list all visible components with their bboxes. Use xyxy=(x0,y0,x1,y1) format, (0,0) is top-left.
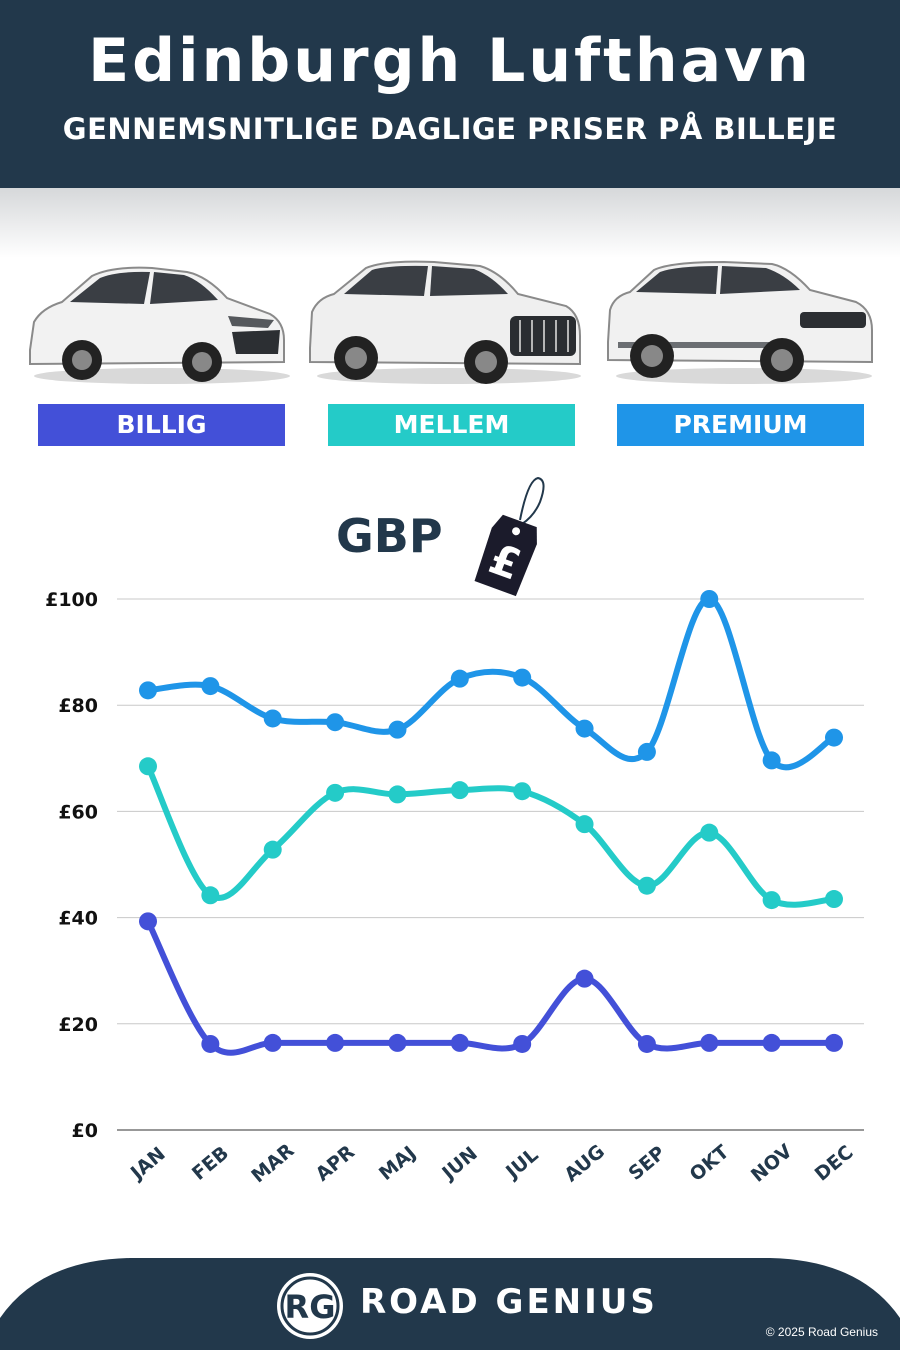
data-point-billig xyxy=(139,912,157,931)
data-point-billig xyxy=(762,1033,781,1052)
x-tick-label: MAR xyxy=(247,1139,298,1187)
x-axis-ticks: JAN FEB MAR APR MAJ JUN JUL AUG SEP OKT NOV DEC xyxy=(125,1139,857,1187)
x-tick-label: SEP xyxy=(624,1142,669,1185)
data-point-mellem xyxy=(637,876,656,895)
data-point-premium xyxy=(201,677,220,696)
y-tick-label: £80 xyxy=(58,695,98,717)
road-genius-logo-icon: RG xyxy=(277,1273,343,1339)
y-tick-label: £0 xyxy=(72,1120,98,1142)
y-tick-label: £40 xyxy=(58,908,98,930)
category-badge-premium: PREMIUM xyxy=(617,404,864,446)
data-point-mellem xyxy=(139,757,157,776)
series-line-billig xyxy=(145,918,837,1056)
data-point-premium xyxy=(263,709,282,728)
x-tick-label: NOV xyxy=(747,1140,797,1187)
data-point-mellem xyxy=(326,783,345,802)
data-point-billig xyxy=(637,1034,656,1053)
data-point-billig xyxy=(700,1033,719,1052)
x-tick-label: OKT xyxy=(686,1141,734,1186)
x-tick-label: DEC xyxy=(811,1141,858,1185)
data-point-mellem xyxy=(388,785,407,804)
category-badge-mellem: MELLEM xyxy=(328,404,575,446)
header-banner: Edinburgh Lufthavn GENNEMSNITLIGE DAGLIG… xyxy=(0,0,900,188)
brand-name: ROAD GENIUS xyxy=(360,1282,658,1322)
data-point-billig xyxy=(825,1033,843,1052)
x-tick-label: JAN xyxy=(125,1143,170,1185)
data-point-premium xyxy=(450,669,469,688)
x-tick-label: JUL xyxy=(500,1144,542,1184)
data-point-mellem xyxy=(825,890,843,909)
x-tick-label: APR xyxy=(312,1141,360,1186)
data-point-billig xyxy=(201,1034,220,1053)
price-line-chart: £0 £20 £40 £60 £80 £100 JAN FEB MAR APR MAJ JUN JUL… xyxy=(45,589,864,1187)
logo-initials: RG xyxy=(285,1288,336,1326)
data-point-mellem xyxy=(700,823,719,842)
data-point-premium xyxy=(637,742,656,761)
premium-suv-image xyxy=(607,260,873,384)
data-point-billig xyxy=(263,1033,282,1052)
data-point-premium xyxy=(139,681,157,700)
data-point-mellem xyxy=(762,891,781,910)
y-tick-label: £20 xyxy=(58,1014,98,1036)
data-point-premium xyxy=(762,751,781,770)
page-subtitle: GENNEMSNITLIGE DAGLIGE PRISER PÅ BILLEJE xyxy=(62,112,838,146)
header-shadow xyxy=(0,188,900,258)
data-point-billig xyxy=(575,969,594,988)
data-point-premium xyxy=(575,719,594,738)
footer-band xyxy=(0,1258,900,1350)
hatchback-car-image xyxy=(29,266,290,384)
category-badge-billig: BILLIG xyxy=(38,404,285,446)
data-point-mellem xyxy=(201,886,220,905)
data-point-premium xyxy=(326,713,345,732)
page-title: Edinburgh Lufthavn xyxy=(88,26,812,96)
data-point-billig xyxy=(326,1033,345,1052)
price-tag-icon: £ xyxy=(474,476,545,597)
data-point-mellem xyxy=(263,840,282,859)
data-point-billig xyxy=(450,1033,469,1052)
x-tick-label: AUG xyxy=(560,1140,609,1186)
y-tick-label: £100 xyxy=(45,589,98,611)
data-point-premium xyxy=(825,728,843,747)
x-tick-label: MAJ xyxy=(375,1142,420,1185)
series-line-premium xyxy=(145,596,837,771)
series-line-mellem xyxy=(145,763,837,908)
copyright-text: © 2025 Road Genius xyxy=(765,1325,878,1339)
x-tick-label: JUN xyxy=(437,1143,482,1186)
data-point-mellem xyxy=(575,815,594,834)
data-point-billig xyxy=(513,1034,532,1053)
currency-label: GBP xyxy=(336,509,443,563)
y-tick-label: £60 xyxy=(58,801,98,823)
data-point-premium xyxy=(513,668,532,687)
suv-car-image xyxy=(309,260,581,384)
y-axis-ticks: £0 £20 £40 £60 £80 £100 xyxy=(45,589,98,1142)
data-point-mellem xyxy=(450,781,469,800)
data-point-mellem xyxy=(513,782,532,801)
x-tick-label: FEB xyxy=(188,1142,233,1185)
data-point-premium xyxy=(700,590,719,608)
data-point-premium xyxy=(388,720,407,739)
data-point-billig xyxy=(388,1033,407,1052)
chart-series xyxy=(139,590,843,1056)
